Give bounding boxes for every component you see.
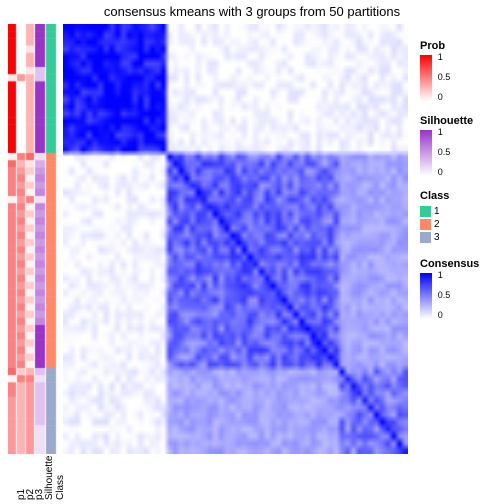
- legend-prob: Prob 10.50: [420, 40, 500, 101]
- class-swatch-2: 2: [420, 218, 500, 231]
- annotation-columns: [8, 24, 57, 454]
- sil-gradient: [420, 130, 432, 176]
- consensus-heatmap: [63, 24, 408, 454]
- consensus-gradient: [420, 273, 432, 319]
- class-swatch-3: 3: [420, 231, 500, 244]
- legend-consensus: Consensus 10.50: [420, 258, 500, 319]
- plot-area: [8, 24, 408, 454]
- chart-title: consensus kmeans with 3 groups from 50 p…: [0, 4, 504, 19]
- col-label-sil: Silhouette: [44, 456, 55, 500]
- prob-gradient: [420, 55, 432, 101]
- class-swatch-1: 1: [420, 205, 500, 218]
- col-label-class: Class: [55, 475, 66, 500]
- legend-class: Class 123: [420, 190, 500, 244]
- legend-sil: Silhouette 10.50: [420, 115, 500, 176]
- legends: Prob 10.50 Silhouette 10.50 Class 123 Co…: [420, 40, 500, 333]
